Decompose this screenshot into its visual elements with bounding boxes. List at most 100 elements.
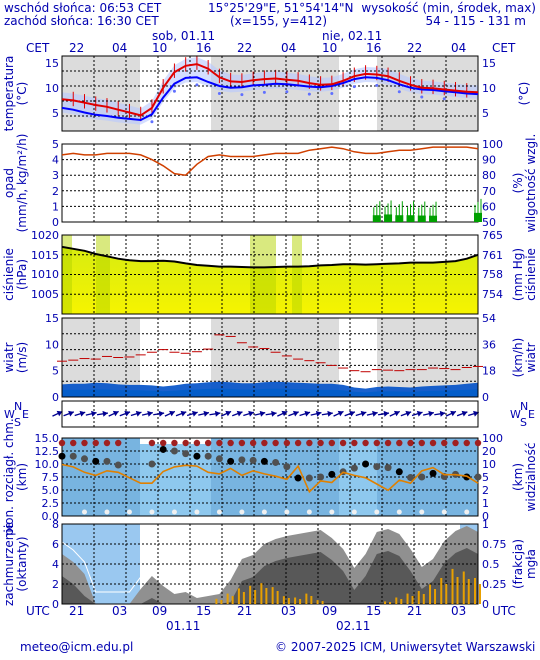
apparent-temp-dot [150,120,154,124]
wind-direction-arrow [400,410,412,417]
pressure-border [61,234,479,315]
visibility-top-dot [171,439,178,447]
fog-bar [294,597,297,604]
top-hour-label: 04 [451,41,466,55]
direction-border [61,400,479,428]
fog-bar [254,590,257,604]
pressure-right-tick: 758 [482,268,503,281]
precip-border [61,143,479,223]
visibility-low-dot [81,509,87,515]
top-hour-label: 04 [281,41,296,55]
visibility-top-dot [58,439,66,447]
pressure-right-tick: 754 [482,288,503,301]
visibility-top-dot [407,439,414,447]
temperature-line [61,63,479,117]
wind-direction-arrow [265,410,277,417]
fog-bar [445,584,448,604]
top-hour-label: 22 [237,41,252,55]
footer-email[interactable]: meteo@icm.edu.pl [20,640,134,654]
apparent-temp-dot [217,92,221,95]
fog-bar [456,577,459,604]
visibility-top-dot [362,439,369,447]
visibility-top-dot [81,439,88,447]
bottom-hour-label: 03 [112,604,127,618]
wind-left-tick: 10 [45,338,59,351]
clouds-left-tick: 6 [52,538,59,551]
temperature-left-title: temperatura [2,56,16,132]
visibility-right-tick: 0 [482,510,489,523]
wind-right-title: wiatr [524,342,538,372]
clouds-right-tick: 0.75 [482,538,507,551]
clouds-right-unit: (frakcja) [511,539,525,589]
wind-direction-arrow [209,410,221,417]
precip-right-unit: (%) [511,173,525,194]
visibility-right-unit: (km) [511,463,525,491]
visibility-low-dot [396,509,402,515]
precip-left-tick: 5 [52,138,59,151]
wind-direction-arrow [198,410,210,417]
wind-direction-arrow [344,410,356,417]
pressure-right-unit: (mm Hg) [511,248,525,301]
fog-bar [276,591,279,604]
wind-direction-arrow [231,410,243,417]
wind-direction-arrow [299,410,311,417]
precip-left-tick: 1 [52,200,59,213]
wind-area [62,381,478,397]
wind-direction-arrow [468,410,479,417]
wind-direction-arrow [310,410,322,417]
visibility-low-dot [216,509,222,515]
precip-right-tick: 60 [482,200,496,213]
visibility-top-dot [148,439,156,447]
wind-direction-arrow [366,410,378,417]
wind-direction-arrow [445,410,457,417]
fog-bar [462,571,465,604]
cloud-extent-dot [429,469,437,477]
top-day-label: nie, 02.11 [322,29,382,43]
cloud-extent-dot [418,473,426,481]
clouds-right-title: mgła [524,549,538,579]
wind-direction-arrow [119,410,131,417]
apparent-temp-dot [420,95,424,99]
wind-night-2 [377,318,478,397]
cloud-extent-dot [58,452,66,460]
visibility-top-dot [384,439,392,447]
cloud-extent-dot [384,464,392,472]
fog-bar [242,592,245,604]
wind-direction-arrow [220,410,232,417]
wind-direction-arrow [378,410,390,417]
apparent-temp-dot [375,83,379,87]
wind-direction-arrow [333,410,344,417]
wind-direction-arrow [456,410,468,417]
pressure-left-tick: 1010 [31,268,59,281]
temperature-right-tick: 10 [482,82,496,95]
apparent-temp-dot [330,92,334,95]
cloud-extent-dot [283,463,291,471]
visibility-low-dot [464,509,470,515]
precip-left-tick: 0 [52,216,59,229]
fog-bar [479,584,481,604]
wind-direction-arrow [254,410,266,417]
visibility-low-dot [351,509,357,515]
visibility-low-dot [374,509,380,515]
wind-border [61,317,479,398]
visibility-right-tick: 1 [482,497,489,510]
bottom-hour-label: 21 [407,604,422,618]
fog-bar [417,591,420,604]
visibility-top-dot [317,439,324,447]
dewpoint-line [61,76,479,122]
header-coords: 15°25'29"E, 51°54'14"N [208,1,354,15]
wind-direction-arrow [85,410,97,417]
clouds-right-tick: 0 [482,598,489,611]
visibility-top-dot [159,439,167,447]
fog-bar [305,593,308,604]
cloud-extent-dot [114,461,122,469]
wind-direction-arrow [175,410,187,417]
clouds-left-tick: 2 [52,578,59,591]
fog-bar [287,598,290,604]
apparent-temp-dot [240,93,244,97]
bottom-tz-right: UTC [492,604,516,618]
fog-bar [440,578,443,604]
apparent-temp-dot [172,89,176,93]
visibility-top-dot [182,439,189,447]
